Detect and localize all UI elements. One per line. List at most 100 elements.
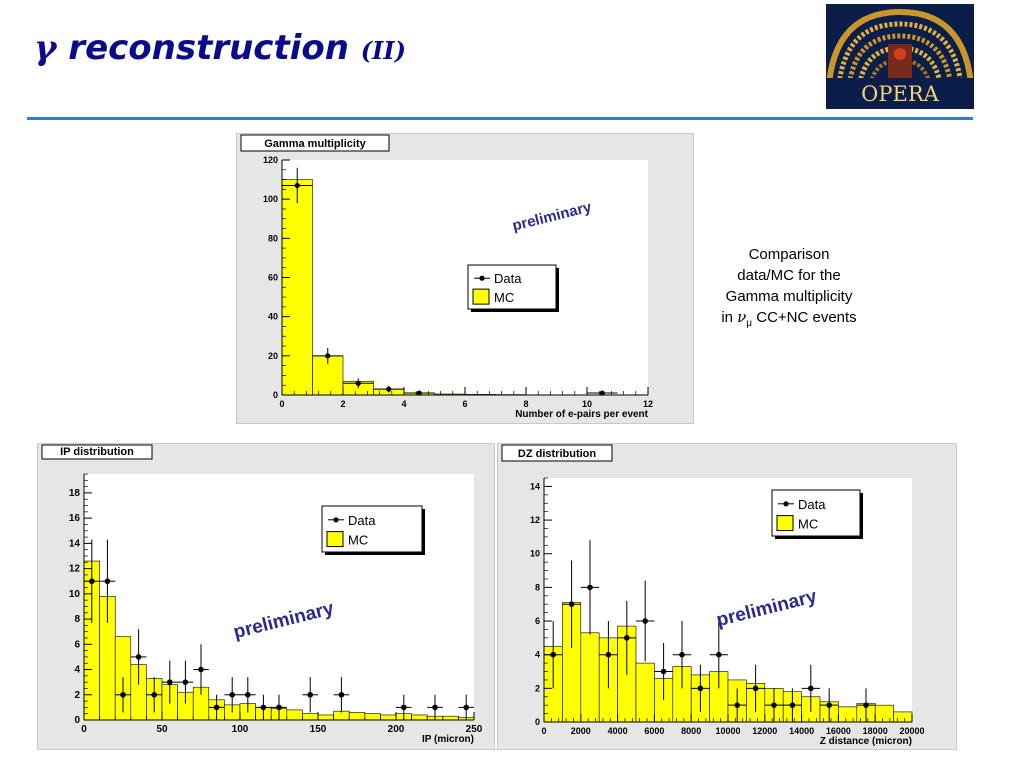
data-point xyxy=(568,601,575,608)
y-tick-label: 16 xyxy=(69,513,81,524)
data-point xyxy=(401,704,407,711)
data-point xyxy=(771,702,777,708)
data-point xyxy=(167,679,173,685)
caption-line-2: data/MC for the xyxy=(737,267,841,284)
data-point xyxy=(697,685,704,692)
legend: Data MC xyxy=(321,505,425,555)
mc-bin xyxy=(364,713,381,721)
y-tick-label: 20 xyxy=(268,351,278,361)
y-tick-label: 2 xyxy=(74,690,80,701)
slide-title: γ reconstruction (II) xyxy=(34,28,406,68)
legend-data-marker xyxy=(783,501,789,507)
y-tick-label: 0 xyxy=(273,390,278,400)
data-point xyxy=(198,666,204,673)
data-points xyxy=(84,539,474,720)
y-tick-label: 120 xyxy=(263,155,278,165)
x-tick-label: 100 xyxy=(232,724,249,735)
legend: Data MC xyxy=(771,489,863,539)
caption-line-4: in νμ CC+NC events xyxy=(706,307,872,334)
y-tick-label: 18 xyxy=(69,488,81,499)
legend-mc-label: MC xyxy=(348,533,368,548)
data-point xyxy=(826,702,832,708)
legend: Data MC xyxy=(467,264,559,312)
gamma-multiplicity-panel: Gamma multiplicity 0 2 4 6 8 10 12 Number of e-p… xyxy=(236,133,694,424)
x-tick-label: 4000 xyxy=(608,726,628,736)
y-tick-label: 8 xyxy=(535,582,540,592)
y-tick-label: 12 xyxy=(530,515,540,525)
legend-data-marker xyxy=(333,517,339,523)
x-tick-label: 0 xyxy=(279,399,284,409)
legend-mc-swatch xyxy=(326,531,344,548)
data-point xyxy=(89,578,95,585)
y-tick-label: 2 xyxy=(535,683,540,693)
comparison-caption: Comparison data/MC for the Gamma multipl… xyxy=(706,244,872,334)
data-point xyxy=(355,380,361,386)
data-point xyxy=(213,704,220,711)
x-tick-label: 10 xyxy=(582,399,592,409)
data-point xyxy=(151,691,157,698)
data-point xyxy=(789,702,796,708)
y-tick-label: 0 xyxy=(535,717,540,727)
mc-bin xyxy=(411,714,428,721)
x-tick-label: 12000 xyxy=(752,726,777,736)
legend-mc-swatch xyxy=(776,515,794,532)
data-point xyxy=(135,654,142,660)
caption-in: in xyxy=(721,309,733,326)
x-tick-label: 0 xyxy=(81,724,87,735)
x-tick-label: 6 xyxy=(462,399,467,409)
y-tick-label: 14 xyxy=(530,481,540,491)
mc-bin xyxy=(893,711,913,723)
x-tick-label: 50 xyxy=(156,724,168,735)
data-point xyxy=(716,651,722,658)
data-point xyxy=(463,704,470,711)
data-point xyxy=(307,691,314,698)
chart-title: IP distribution xyxy=(60,446,134,458)
x-tick-label: 12 xyxy=(643,399,653,409)
data-point xyxy=(120,691,126,698)
mc-bin xyxy=(281,179,313,396)
caption-line-3: Gamma multiplicity xyxy=(725,288,853,305)
mc-bin xyxy=(442,715,459,721)
chart-title-box xyxy=(41,444,153,460)
legend-mc-label: MC xyxy=(494,290,514,305)
legend-box xyxy=(321,505,423,553)
x-tick-label: 8000 xyxy=(681,726,701,736)
data-point xyxy=(752,685,759,692)
y-tick-label: 100 xyxy=(263,194,278,204)
data-point xyxy=(808,685,814,692)
legend-data-label: Data xyxy=(798,497,826,512)
y-tick-label: 4 xyxy=(74,665,80,676)
y-tick-label: 0 xyxy=(74,715,80,726)
data-point xyxy=(416,390,422,396)
y-tick-label: 60 xyxy=(268,273,278,283)
data-point xyxy=(863,702,869,708)
y-tick-label: 80 xyxy=(268,233,278,243)
data-point xyxy=(679,651,685,658)
x-axis-label: Z distance (micron) xyxy=(820,736,912,747)
mc-histogram xyxy=(281,179,649,396)
data-point xyxy=(386,386,392,392)
y-tick-label: 10 xyxy=(530,549,540,559)
mc-bin xyxy=(302,713,319,721)
mc-bin xyxy=(348,712,366,721)
x-tick-label: 2 xyxy=(340,399,345,409)
caption-line-1: Comparison xyxy=(748,246,830,263)
data-point xyxy=(260,704,267,711)
data-point xyxy=(245,691,251,698)
data-point xyxy=(624,635,630,641)
mc-bin xyxy=(874,704,894,723)
gamma-symbol: γ xyxy=(34,28,57,68)
data-point xyxy=(294,182,300,189)
x-tick-label: 14000 xyxy=(789,726,814,736)
y-tick-label: 8 xyxy=(74,614,80,625)
y-tick-label: 10 xyxy=(69,589,81,600)
data-point xyxy=(587,584,593,591)
x-tick-label: 16000 xyxy=(826,726,851,736)
opera-logo: OPERA xyxy=(826,4,974,109)
title-sub: (II) xyxy=(360,36,406,65)
mc-bin xyxy=(317,714,334,721)
data-point xyxy=(338,691,345,698)
mc-bin xyxy=(286,709,303,721)
data-point xyxy=(599,390,605,396)
